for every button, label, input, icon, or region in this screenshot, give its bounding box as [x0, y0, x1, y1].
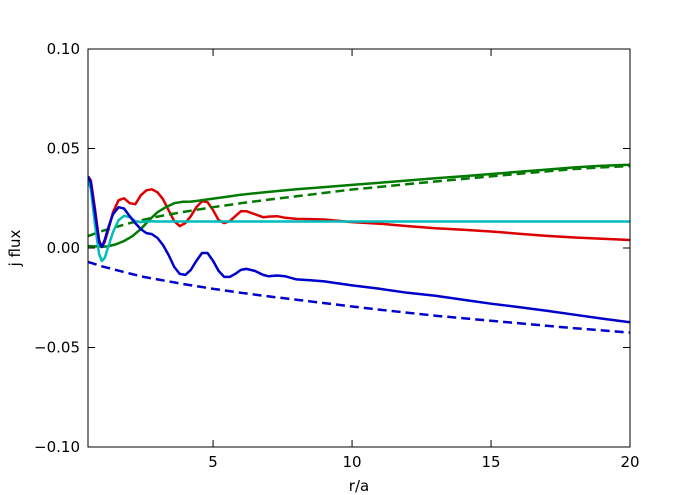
x-tick-label: 20 [620, 453, 639, 471]
x-axis-label: r/a [349, 477, 369, 495]
y-axis-label: j flux [6, 230, 24, 268]
x-tick-label: 10 [343, 453, 362, 471]
series-line-4 [88, 175, 630, 324]
series-line-1 [88, 163, 630, 249]
plot-frame [87, 48, 631, 448]
tick-layer: 5 10 15 20 0.10 0.05 0.00 −0.05 −0.10 [34, 40, 640, 471]
x-tick-label: 15 [481, 453, 500, 471]
y-tick-label: −0.10 [34, 438, 80, 456]
y-tick-label: 0.10 [47, 40, 80, 58]
series-line-5 [88, 260, 630, 334]
y-tick-label: 0.05 [47, 140, 80, 158]
y-tick-label: −0.05 [34, 339, 80, 357]
series-layer [88, 163, 630, 334]
y-tick-label: 0.00 [47, 239, 80, 257]
x-tick-label: 5 [208, 453, 218, 471]
series-line-2 [88, 164, 630, 238]
series-line-0 [88, 175, 630, 249]
series-line-3 [88, 179, 630, 263]
